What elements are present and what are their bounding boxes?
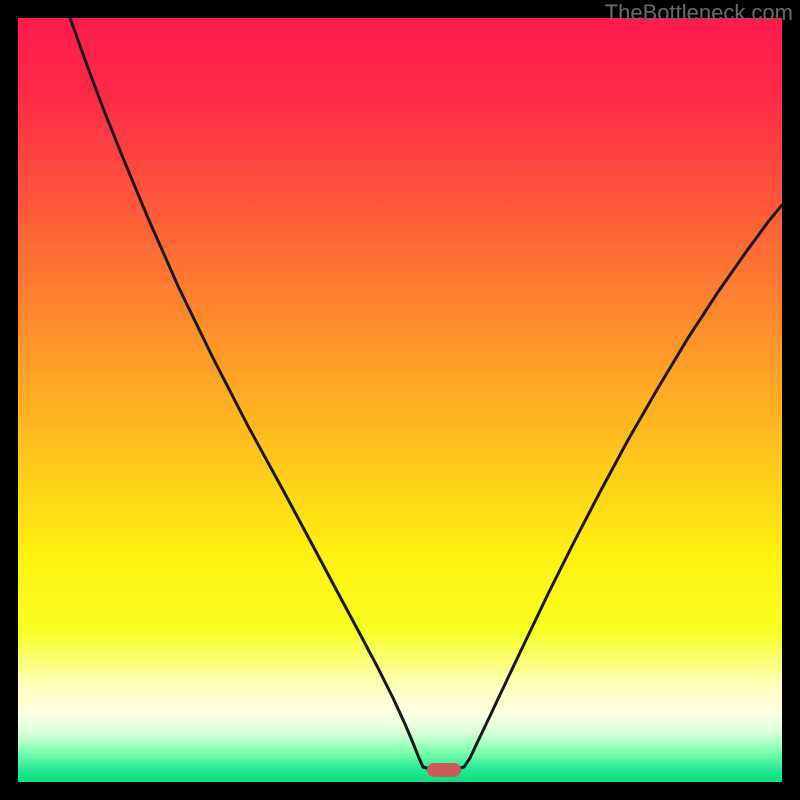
bottom-green-line xyxy=(18,781,782,782)
valley-marker xyxy=(427,763,461,777)
plot-background xyxy=(18,18,782,782)
watermark-text: TheBottleneck.com xyxy=(605,0,793,26)
